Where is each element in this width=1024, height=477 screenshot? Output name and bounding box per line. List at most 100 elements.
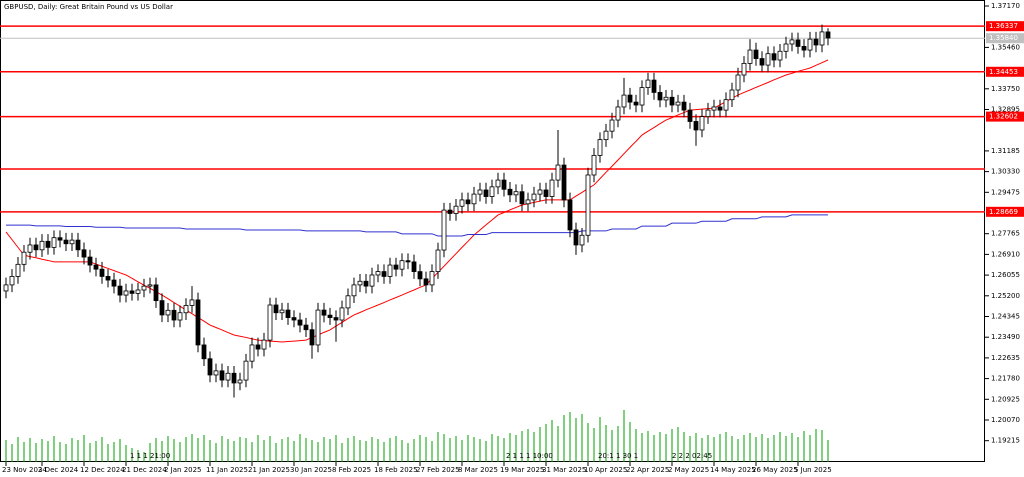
candle-body bbox=[747, 49, 753, 64]
candle-body bbox=[147, 284, 153, 287]
candle-body bbox=[291, 317, 297, 321]
level-label: 1.32602 bbox=[989, 113, 1018, 121]
x-tick-label: 30 Jan 2025 bbox=[290, 466, 332, 474]
x-tick-label: 3 Dec 2024 bbox=[38, 466, 79, 474]
candle-body bbox=[561, 164, 567, 201]
level-label-box bbox=[986, 66, 1024, 77]
candle-body bbox=[819, 31, 825, 46]
candle-body bbox=[321, 309, 327, 316]
candle-body bbox=[501, 179, 507, 190]
candle-body bbox=[759, 58, 765, 66]
candle-body bbox=[249, 344, 255, 362]
candle-body bbox=[663, 96, 669, 101]
y-tick-label: 1.32895 bbox=[991, 106, 1020, 114]
candle-body bbox=[549, 179, 555, 197]
candle-body bbox=[99, 268, 105, 277]
candle-body bbox=[3, 284, 9, 292]
candle-body bbox=[765, 53, 771, 66]
candle-body bbox=[495, 179, 501, 188]
x-tick-label: 23 Nov 2024 bbox=[2, 466, 47, 474]
x-tick-label: 2 May 2025 bbox=[668, 466, 709, 474]
candle-body bbox=[531, 193, 537, 201]
candle-body bbox=[585, 174, 591, 236]
candle-body bbox=[627, 94, 633, 103]
candle-body bbox=[69, 239, 75, 245]
candle-body bbox=[135, 289, 141, 294]
candle-body bbox=[705, 109, 711, 118]
candle-body bbox=[201, 344, 207, 360]
y-tick-label: 1.26055 bbox=[991, 271, 1020, 279]
candle-body bbox=[699, 116, 705, 131]
x-tick-label: 8 Mar 2025 bbox=[458, 466, 498, 474]
session-note: 20:1 1 30 1 bbox=[598, 452, 638, 460]
candle-body bbox=[381, 271, 387, 277]
moving-average bbox=[6, 214, 828, 237]
candle-body bbox=[219, 370, 225, 381]
candle-body bbox=[693, 121, 699, 131]
candle-body bbox=[357, 280, 363, 286]
candle-body bbox=[237, 379, 243, 384]
candle-body bbox=[447, 209, 453, 214]
candle-body bbox=[327, 314, 333, 318]
candle-body bbox=[435, 249, 441, 272]
candle-body bbox=[513, 191, 519, 196]
candle-body bbox=[213, 370, 219, 376]
candle-body bbox=[75, 239, 81, 251]
candle-body bbox=[573, 229, 579, 246]
candle-body bbox=[669, 96, 675, 106]
x-tick-label: 18 Feb 2025 bbox=[374, 466, 418, 474]
candle-body bbox=[471, 193, 477, 205]
candle-body bbox=[345, 295, 351, 309]
candle-body bbox=[411, 261, 417, 272]
candle-body bbox=[81, 249, 87, 258]
candle-body bbox=[465, 199, 471, 205]
x-tick-label: 2 Jan 2025 bbox=[164, 466, 202, 474]
level-label-box bbox=[986, 21, 1024, 32]
candle-body bbox=[729, 89, 735, 101]
x-tick-label: 11 Jan 2025 bbox=[206, 466, 248, 474]
y-tick-label: 1.26910 bbox=[991, 250, 1020, 258]
candle-body bbox=[525, 199, 531, 205]
candle-body bbox=[9, 276, 15, 286]
candle-body bbox=[207, 358, 213, 376]
y-tick-label: 1.20925 bbox=[991, 395, 1020, 403]
y-tick-label: 1.19215 bbox=[991, 437, 1020, 445]
y-tick-label: 1.37170 bbox=[991, 2, 1020, 10]
candle-body bbox=[51, 237, 57, 248]
candle-body bbox=[315, 309, 321, 346]
candle-body bbox=[687, 109, 693, 122]
plot-frame bbox=[0, 0, 985, 462]
candle-body bbox=[393, 264, 399, 270]
chart-title: GBPUSD, Daily: Great Britain Pound vs US… bbox=[4, 3, 173, 11]
candle-body bbox=[543, 189, 549, 197]
candle-body bbox=[711, 106, 717, 111]
candle-body bbox=[165, 309, 171, 316]
candle-body bbox=[795, 39, 801, 47]
y-tick-label: 1.22635 bbox=[991, 354, 1020, 362]
candle-body bbox=[489, 186, 495, 197]
candle-body bbox=[87, 256, 93, 266]
candle-body bbox=[423, 278, 429, 286]
x-tick-label: 8 Feb 2025 bbox=[332, 466, 371, 474]
x-tick-label: 10 Apr 2025 bbox=[584, 466, 627, 474]
x-tick-label: 21 Jan 2025 bbox=[248, 466, 290, 474]
candle-body bbox=[333, 317, 339, 321]
candle-body bbox=[369, 274, 375, 287]
candle-body bbox=[615, 106, 621, 121]
candle-body bbox=[639, 87, 645, 106]
candle-body bbox=[651, 79, 657, 93]
candle-body bbox=[597, 139, 603, 156]
level-label: 1.36337 bbox=[989, 22, 1018, 30]
candle-body bbox=[351, 284, 357, 297]
candle-body bbox=[57, 237, 63, 241]
x-tick-label: 5 Jun 2025 bbox=[794, 466, 832, 474]
y-tick-label: 1.35460 bbox=[991, 43, 1020, 51]
candle-body bbox=[27, 244, 33, 253]
y-tick-label: 1.27765 bbox=[991, 230, 1020, 238]
candle-body bbox=[681, 101, 687, 111]
level-label: 1.34453 bbox=[989, 68, 1018, 76]
session-note: 1 1 1 21:00 bbox=[130, 452, 170, 460]
candle-body bbox=[603, 130, 609, 141]
